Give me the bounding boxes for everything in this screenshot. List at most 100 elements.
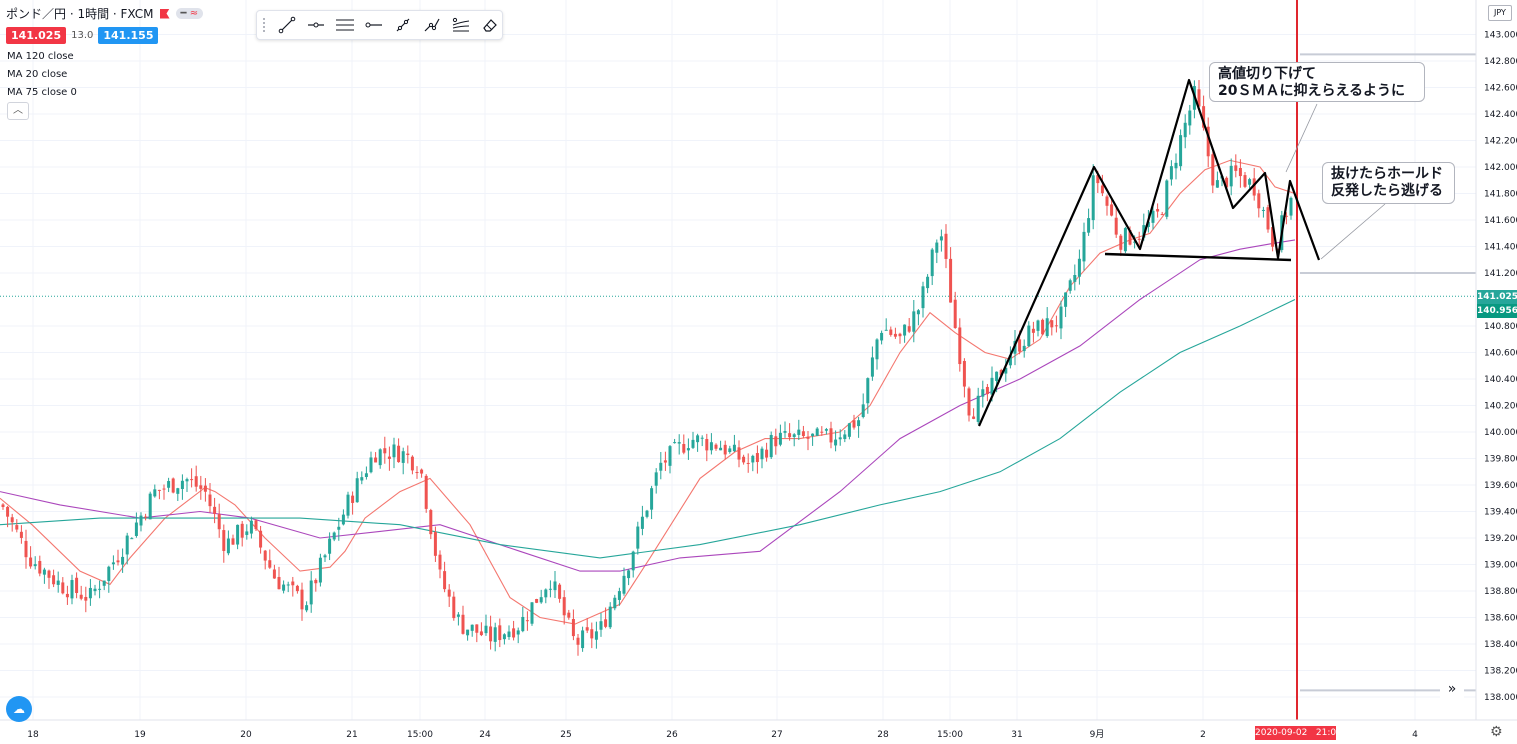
candle xyxy=(245,524,249,540)
candle-body xyxy=(884,329,888,331)
candle xyxy=(815,427,819,436)
candle-body xyxy=(1215,180,1219,188)
drag-handle-icon[interactable] xyxy=(263,18,269,32)
candle-body xyxy=(654,472,658,486)
symbol-title[interactable]: ポンド／円 · 1時間 · FXCM xyxy=(6,7,154,21)
candle-body xyxy=(475,624,479,633)
candle-body xyxy=(346,494,350,516)
candle-body xyxy=(1036,320,1040,331)
ma-120-label[interactable]: MA 120 close xyxy=(7,51,74,62)
candle-body xyxy=(259,530,263,548)
candle-body xyxy=(1087,218,1091,233)
candle xyxy=(562,590,566,625)
candle-body xyxy=(61,582,65,594)
candle-body xyxy=(880,332,884,341)
scroll-to-realtime-icon[interactable]: » xyxy=(1440,678,1464,700)
candle xyxy=(843,430,847,443)
trend-line-icon[interactable] xyxy=(276,14,298,36)
candle-body xyxy=(755,453,759,463)
candle-body xyxy=(553,581,557,591)
horizontal-ray-icon[interactable] xyxy=(305,14,327,36)
candle-body xyxy=(1054,325,1058,327)
candle xyxy=(1215,171,1219,188)
candle-body xyxy=(824,429,828,431)
candle xyxy=(1041,318,1045,336)
candle xyxy=(33,556,37,570)
candle-body xyxy=(838,437,842,440)
candle-body xyxy=(102,580,106,586)
price-tick-label: 139.000 xyxy=(1484,561,1517,571)
candle xyxy=(985,383,989,402)
candle xyxy=(387,446,391,471)
candle-body xyxy=(88,587,92,599)
candle-body xyxy=(116,560,120,563)
buy-price-button[interactable]: 141.155 xyxy=(98,27,159,44)
candle-body xyxy=(1059,306,1063,329)
candle xyxy=(24,529,28,569)
path-icon[interactable] xyxy=(392,14,414,36)
candle xyxy=(617,587,621,606)
candle-body xyxy=(397,445,401,463)
candle xyxy=(452,591,456,621)
gear-icon[interactable]: ⚙ xyxy=(1490,724,1503,740)
tradingview-logo-icon[interactable]: ☁ xyxy=(6,696,32,722)
candle-body xyxy=(433,532,437,556)
pitchfork-icon[interactable] xyxy=(450,14,472,36)
ma-20-label[interactable]: MA 20 close xyxy=(7,69,68,80)
candle-body xyxy=(245,531,249,535)
candle xyxy=(1077,249,1081,285)
candle-body xyxy=(958,327,962,365)
candle-body xyxy=(1160,214,1164,216)
candle-body xyxy=(1202,106,1206,128)
candle-body xyxy=(834,439,838,446)
candle xyxy=(185,477,189,493)
price-tick-label: 142.800 xyxy=(1484,57,1517,67)
candle-body xyxy=(1179,135,1183,167)
candle-body xyxy=(493,627,497,642)
candle-body xyxy=(484,625,488,634)
price-tick-label: 139.400 xyxy=(1484,508,1517,518)
candle-body xyxy=(75,577,79,594)
polyline-icon[interactable] xyxy=(421,14,443,36)
candle xyxy=(121,548,125,573)
parallel-lines-icon[interactable] xyxy=(334,14,356,36)
candle-body xyxy=(567,612,571,618)
candle-body xyxy=(696,435,700,443)
time-tick-label: 24 xyxy=(479,730,491,740)
candle xyxy=(153,484,157,498)
candle-body xyxy=(1041,319,1045,335)
candle-body xyxy=(364,473,368,478)
callout2-line2: 反発したら逃げる xyxy=(1331,183,1443,199)
ma-75-label[interactable]: MA 75 close 0 xyxy=(7,87,77,98)
candle-body xyxy=(967,388,971,416)
eraser-icon[interactable] xyxy=(479,14,501,36)
flag-icon xyxy=(159,8,170,19)
candle-body xyxy=(42,569,46,575)
candle xyxy=(792,433,796,447)
candle-body xyxy=(1045,318,1049,337)
candle xyxy=(912,300,916,343)
candle xyxy=(875,338,879,370)
candle-body xyxy=(1073,274,1077,282)
candle-body xyxy=(323,555,327,558)
candle-body xyxy=(893,333,897,337)
candle-body xyxy=(466,629,470,636)
horizontal-line-icon[interactable] xyxy=(363,14,385,36)
candle xyxy=(374,452,378,463)
candle xyxy=(682,434,686,455)
indicator-pill[interactable]: ━ ≈ xyxy=(175,8,204,19)
candle xyxy=(544,588,548,604)
candle xyxy=(1169,160,1173,186)
candle xyxy=(567,609,571,620)
candle-body xyxy=(613,597,617,609)
candle xyxy=(608,602,612,629)
candle-body xyxy=(732,444,736,452)
currency-tag[interactable]: JPY xyxy=(1488,5,1512,21)
annotation-callout-lower-highs[interactable]: 高値切り下げて 20ＳＭＡに抑えらえるように xyxy=(1209,62,1425,102)
annotation-callout-hold-or-exit[interactable]: 抜けたらホールド 反発したら逃げる xyxy=(1322,162,1455,204)
candle xyxy=(1266,204,1270,233)
candle-body xyxy=(272,569,276,579)
sell-price-button[interactable]: 141.025 xyxy=(6,27,67,44)
chevron-up-icon[interactable]: ︿ xyxy=(7,102,29,120)
